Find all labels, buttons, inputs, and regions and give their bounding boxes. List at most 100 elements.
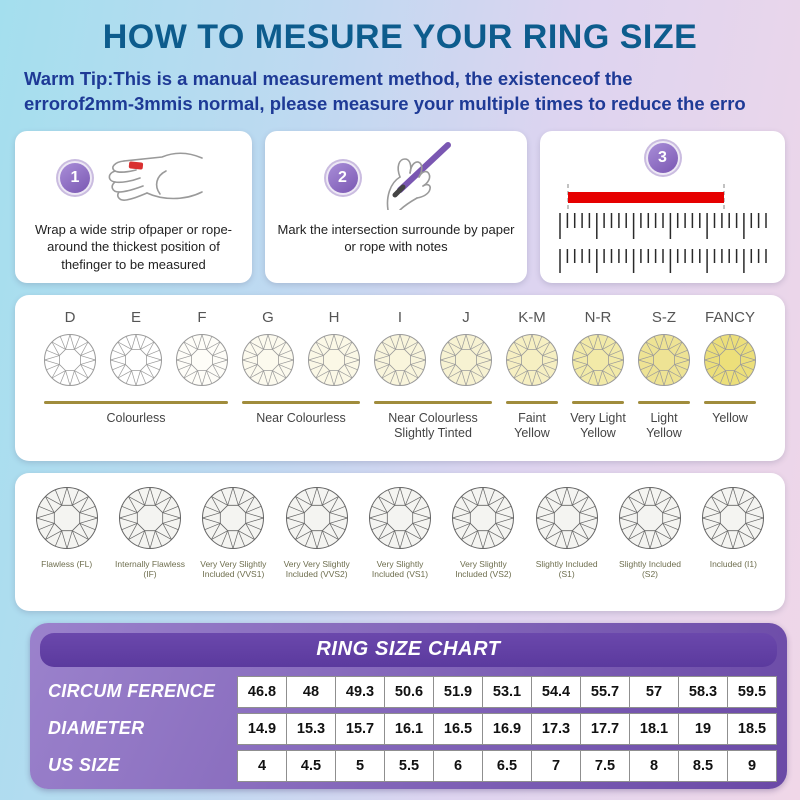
warm-tip: Warm Tip:This is a manual measurement me… [24,67,780,117]
diamond-top-view-icon [439,333,493,391]
size-cell: 55.7 [580,675,630,708]
diamond-photo-icon [35,486,99,554]
color-grade-letter: FANCY [704,308,755,326]
clarity-item: Very Slightly Included (VS2) [442,486,525,579]
size-cell: 18.1 [629,712,679,745]
size-cell: 8.5 [678,749,728,782]
step-2-text: Mark the intersection surrounde by paper… [277,221,515,255]
color-grade-letter: J [462,308,470,326]
clarity-item: Very Slightly Included (VS1) [358,486,441,579]
diamond-top-view-icon [175,333,229,391]
color-grade-letter: K-M [518,308,546,326]
color-grade: F [169,309,235,392]
color-grade-letter: H [328,308,340,326]
color-grade-letter: E [130,308,141,326]
color-group: Near Colourless Slightly Tinted [367,400,499,441]
size-cell: 50.6 [384,675,434,708]
size-row-header: CIRCUM FERENCE [48,681,216,702]
color-group-row: Colourless Near Colourless Near Colourless… [37,400,763,441]
size-cell: 58.3 [678,675,728,708]
color-grade: K-M [499,309,565,392]
step-card-2: 2 Mar [265,130,527,283]
step-1-text: Wrap a wide strip ofpaper or rope-around… [34,221,233,273]
size-cell: 15.3 [286,712,336,745]
color-grade: I [367,309,433,392]
main-title: HOW TO MESURE YOUR RING SIZE [102,18,698,56]
chart-title: RING SIZE CHART [316,638,501,661]
color-group: Colourless [37,400,235,441]
step-2-badge: 2 [327,162,358,193]
size-cell: 59.5 [727,675,777,708]
diamond-photo-icon [368,486,432,554]
chart-title-bar: RING SIZE CHART [40,632,777,667]
group-label: Colourless [106,410,166,425]
ring-size-chart-panel: RING SIZE CHART CIRCUM FERENCE 46.8 48 49.3… [30,622,787,789]
size-cell: 7.5 [580,749,630,782]
clarity-item: Slightly Included (S1) [525,486,608,579]
diamond-photo-icon [701,486,765,554]
color-grade: E [103,309,169,392]
color-grade: S-Z [631,309,697,392]
group-underline [242,400,360,404]
size-cell: 4 [237,749,287,782]
diamond-top-view-icon [571,333,625,391]
clarity-label: Very Very Slightly Included (VVS2) [283,558,350,580]
size-cell: 49.3 [335,675,385,708]
color-grade-letter: D [64,308,76,326]
diamond-top-view-icon [637,333,691,391]
color-group: Very Light Yellow [565,400,631,441]
size-cell: 17.7 [580,712,630,745]
color-grade-row: D E F G H I J K-M N-R S-Z FANCY [37,309,763,392]
size-cell: 9 [727,749,777,782]
group-underline [374,400,492,404]
ring-size-table: CIRCUM FERENCE 46.8 48 49.3 50.6 51.9 53.1 54.4… [40,675,777,782]
size-cell: 57 [629,675,679,708]
diamond-top-view-icon [373,333,427,391]
step-3-badge: 3 [647,142,678,173]
color-grade-letter: S-Z [651,308,677,326]
diamond-top-view-icon [307,333,361,391]
diamond-top-view-icon [505,333,559,391]
group-underline [506,400,558,404]
step-card-3: 3 [540,130,785,283]
color-grade: G [235,309,301,392]
size-cell: 6 [433,749,483,782]
size-cell: 7 [531,749,581,782]
diamond-photo-icon [285,486,349,554]
clarity-item: Very Very Slightly Included (VVS2) [275,486,358,579]
clarity-label: Included (I1) [709,558,757,569]
clarity-row: Flawless (FL) Internally Flawless (IF) Ver… [25,486,775,579]
color-grade: H [301,309,367,392]
size-cell: 4.5 [286,749,336,782]
clarity-label: Very Slightly Included (VS2) [455,558,512,580]
size-cell: 6.5 [482,749,532,782]
size-cell: 15.7 [335,712,385,745]
size-cell: 5.5 [384,749,434,782]
diamond-top-view-icon [43,333,97,391]
clarity-label: Very Slightly Included (VS1) [371,558,429,580]
size-row-header: US SIZE [48,755,121,776]
group-underline [572,400,624,404]
size-cell: 53.1 [482,675,532,708]
size-cell: 54.4 [531,675,581,708]
hand-with-red-strip-icon [102,144,207,211]
step-1-badge: 1 [60,162,90,193]
color-grade-letter: F [197,308,207,326]
warm-tip-line2: errorof2mm-3mmis normal, please measure … [24,92,746,114]
diamond-top-view-icon [241,333,295,391]
group-underline [638,400,690,404]
group-label: Yellow [712,410,748,425]
hand-writing-pen-icon [370,140,465,215]
color-grade: FANCY [697,309,763,392]
clarity-item: Included (I1) [692,486,775,579]
diamond-photo-icon [618,486,682,554]
clarity-item: Flawless (FL) [25,486,108,579]
size-cell: 16.5 [433,712,483,745]
step-2-illustration: 2 [274,140,518,215]
diamond-photo-icon [535,486,599,554]
size-cell: 19 [678,712,728,745]
color-grade-letter: G [262,308,274,326]
clarity-label: Internally Flawless (IF) [115,558,185,580]
color-grade: N-R [565,309,631,392]
group-label: Near Colourless Slightly Tinted [388,410,478,440]
